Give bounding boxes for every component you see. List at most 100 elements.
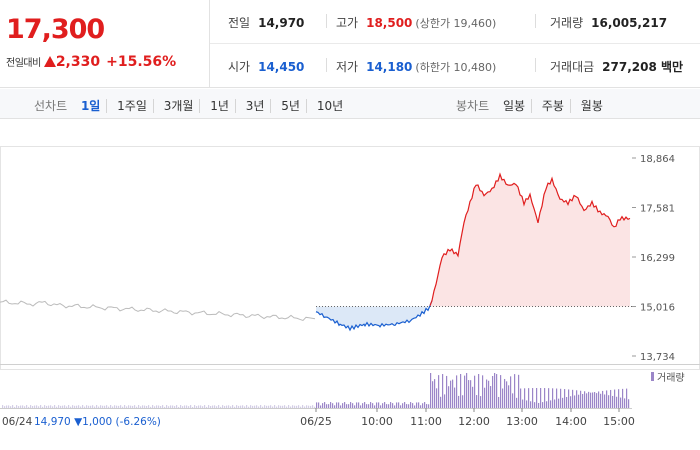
volume-bar (392, 403, 394, 408)
volume-bar (300, 406, 302, 408)
volume-bar (492, 376, 494, 408)
volume-bar (408, 404, 410, 408)
volume-bar (324, 402, 326, 408)
candle-chart-title: 봉차트 (456, 99, 490, 113)
volume-bar (518, 374, 520, 408)
volume-bar (296, 405, 298, 408)
volume-bar (280, 405, 282, 408)
tab-daily[interactable]: 일봉 (502, 99, 533, 113)
tab-3year[interactable]: 3년 (245, 99, 272, 113)
volume-bar (42, 406, 44, 408)
divider (326, 14, 327, 28)
volume-bar (146, 405, 148, 408)
volume-bar (564, 389, 566, 408)
volume-bar (100, 405, 102, 408)
volume-bar (474, 375, 476, 408)
volume-bar (506, 381, 508, 408)
volume-legend-swatch (651, 372, 654, 381)
tab-1year[interactable]: 1년 (210, 99, 236, 113)
volume-bar (340, 405, 342, 408)
volume-bar (126, 406, 128, 408)
volume-bar (288, 405, 290, 408)
volume-bar (344, 402, 346, 408)
volume-bar (46, 405, 48, 408)
chart-tabs: 선차트 1일 1주일 3개월 1년 3년 5년 10년 봉차트 일봉 주봉 월봉 (0, 89, 700, 119)
volume-bar (120, 405, 122, 408)
volume-bar (334, 405, 336, 408)
x-tick-label: 14:00 (555, 415, 587, 428)
volume-bar (54, 405, 56, 408)
volume-bar (94, 406, 96, 408)
price-chart[interactable]: 18,864 17,581 16,299 15,016 13,734 거래량 06/25 10… (0, 120, 700, 450)
volume-bar (562, 397, 564, 408)
volume-bar (152, 405, 154, 408)
current-price: 17,300 (6, 14, 105, 45)
stats-grid: 전일 14,970 고가 18,500 (상한가 19,460) 거래량 16,005,… (210, 0, 700, 88)
volume-bar (102, 405, 104, 408)
volume-bar (244, 406, 246, 408)
volume-bar (142, 405, 144, 408)
volume-bar (530, 401, 532, 408)
volume-bar (150, 406, 152, 408)
change-line: 전일대비 2,330 +15.56% (6, 54, 176, 70)
low: 저가 14,180 (하한가 10,480) (336, 58, 496, 75)
change-label: 전일대비 (6, 58, 41, 69)
trade-value-value: 277,208 백만 (602, 60, 684, 74)
prev-day-price-line (0, 299, 316, 322)
prev-close-label: 전일 (228, 16, 251, 30)
volume-bar (508, 385, 510, 408)
tab-3month[interactable]: 3개월 (163, 99, 201, 113)
volume-bar (12, 405, 14, 408)
tab-weekly[interactable]: 주봉 (541, 99, 571, 113)
volume-bar (410, 402, 412, 408)
volume-bar (326, 404, 328, 408)
volume-bar (426, 404, 428, 408)
volume-bar (108, 406, 110, 408)
volume-bar (24, 406, 26, 408)
volume-bar (262, 406, 264, 408)
price-box: 17,300 전일대비 2,330 +15.56% (0, 0, 210, 88)
volume-bar (38, 406, 40, 408)
volume-bar (274, 405, 276, 408)
volume-bar (236, 405, 238, 408)
volume-bar (186, 405, 188, 408)
volume-bar (532, 388, 534, 408)
volume-bar (30, 405, 32, 408)
volume-bar (436, 388, 438, 408)
volume-bar (78, 405, 80, 408)
volume-bar (330, 402, 332, 408)
volume-bar (4, 406, 6, 408)
volume-bar (40, 405, 42, 408)
tab-monthly[interactable]: 월봉 (580, 99, 603, 113)
volume-bar (28, 406, 30, 408)
volume-bar (354, 405, 356, 408)
volume-bar (124, 405, 126, 408)
volume-bar (440, 396, 442, 408)
volume-bar (418, 402, 420, 408)
volume-bar (438, 375, 440, 408)
volume-bar (32, 405, 34, 408)
volume-bar (524, 388, 526, 408)
tab-1week[interactable]: 1주일 (117, 99, 154, 113)
volume-bar (556, 388, 558, 408)
volume-bar (450, 380, 452, 408)
high-value: 18,500 (366, 16, 413, 30)
volume-bar (498, 396, 500, 408)
line-chart-title: 선차트 (34, 99, 68, 113)
volume-bar (316, 402, 318, 408)
volume-bar (48, 405, 50, 408)
volume-bar (112, 406, 114, 408)
volume-bar (356, 402, 358, 408)
tab-10year[interactable]: 10년 (316, 99, 344, 113)
line-chart-tabs: 선차트 1일 1주일 3개월 1년 3년 5년 10년 (34, 97, 355, 114)
tab-5year[interactable]: 5년 (281, 99, 307, 113)
up-triangle-icon (43, 56, 56, 67)
volume-bar (158, 405, 160, 408)
tab-1day[interactable]: 1일 (80, 99, 108, 113)
volume-bar (362, 403, 364, 408)
volume-bar (594, 392, 596, 408)
volume-bar (320, 405, 322, 408)
volume-bar (460, 374, 462, 408)
volume-bar (364, 402, 366, 408)
stats-row-2: 시가 14,450 저가 14,180 (하한가 10,480) 거래대금 277,20… (210, 44, 700, 88)
